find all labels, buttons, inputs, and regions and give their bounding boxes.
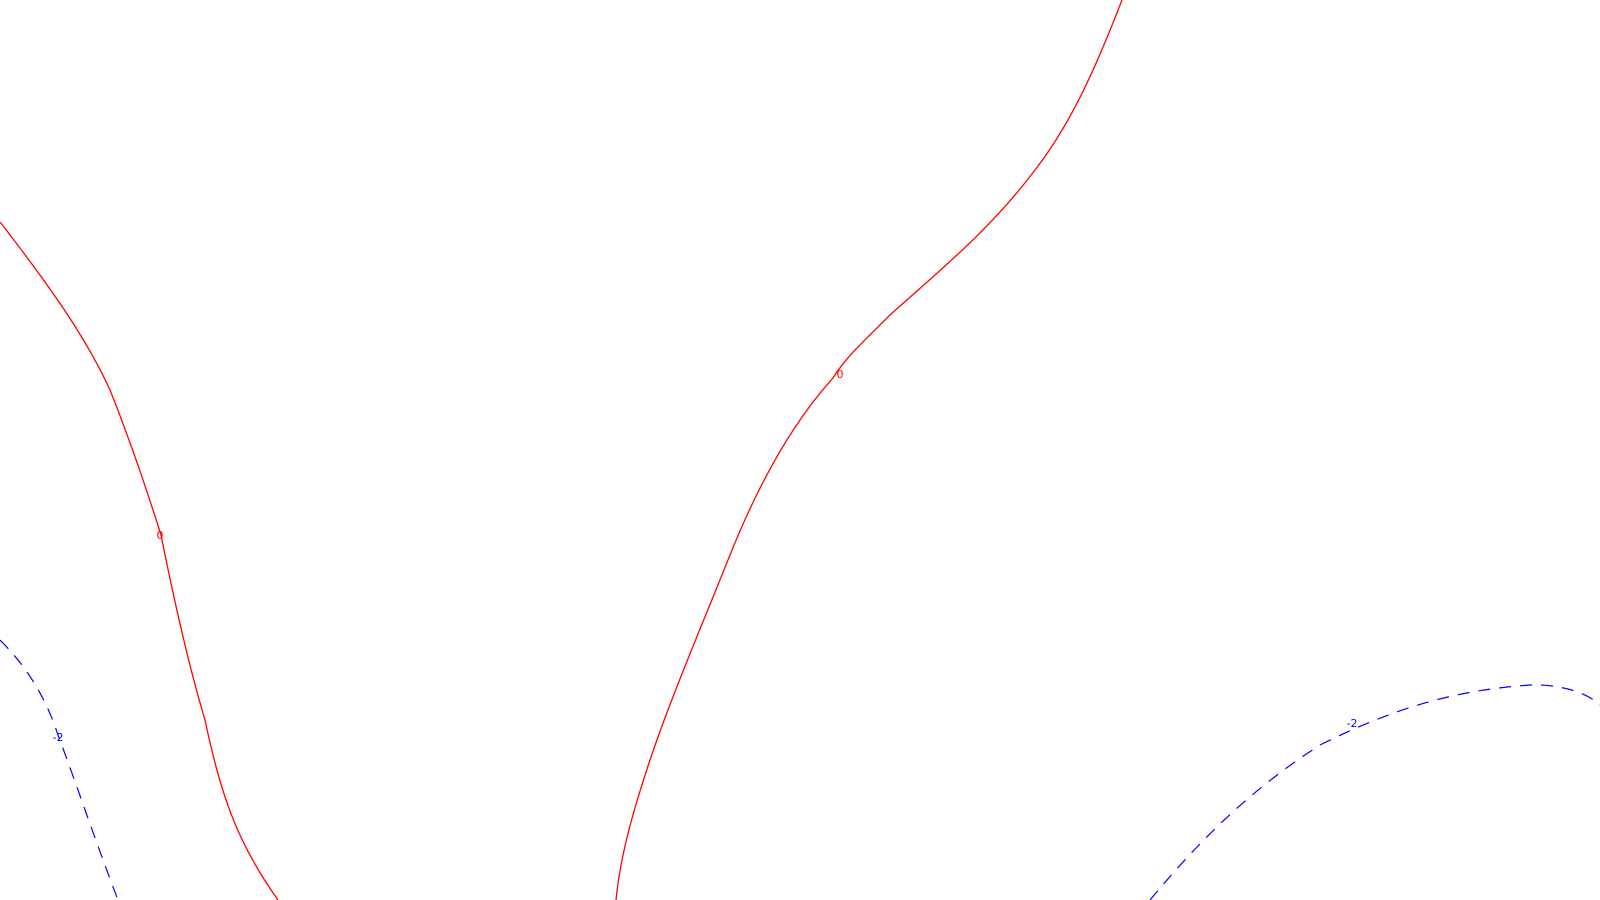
- contour-label-neg-left: -2: [53, 731, 64, 744]
- contour-line-zero-left: [0, 221, 279, 900]
- contour-label-neg-right: -2: [1347, 717, 1358, 730]
- contour-line-zero-center: [615, 0, 1123, 900]
- contour-zero-center: 0: [615, 0, 1123, 900]
- contour-line-neg-left: [0, 639, 119, 900]
- contour-neg-right: -2: [1149, 684, 1600, 900]
- contour-zero-left: 0: [0, 221, 279, 900]
- contour-label-zero-left: 0: [157, 529, 164, 542]
- contour-neg-left: -2: [0, 639, 119, 900]
- contour-line-neg-right: [1149, 684, 1600, 900]
- contour-label-zero-center: 0: [837, 368, 844, 381]
